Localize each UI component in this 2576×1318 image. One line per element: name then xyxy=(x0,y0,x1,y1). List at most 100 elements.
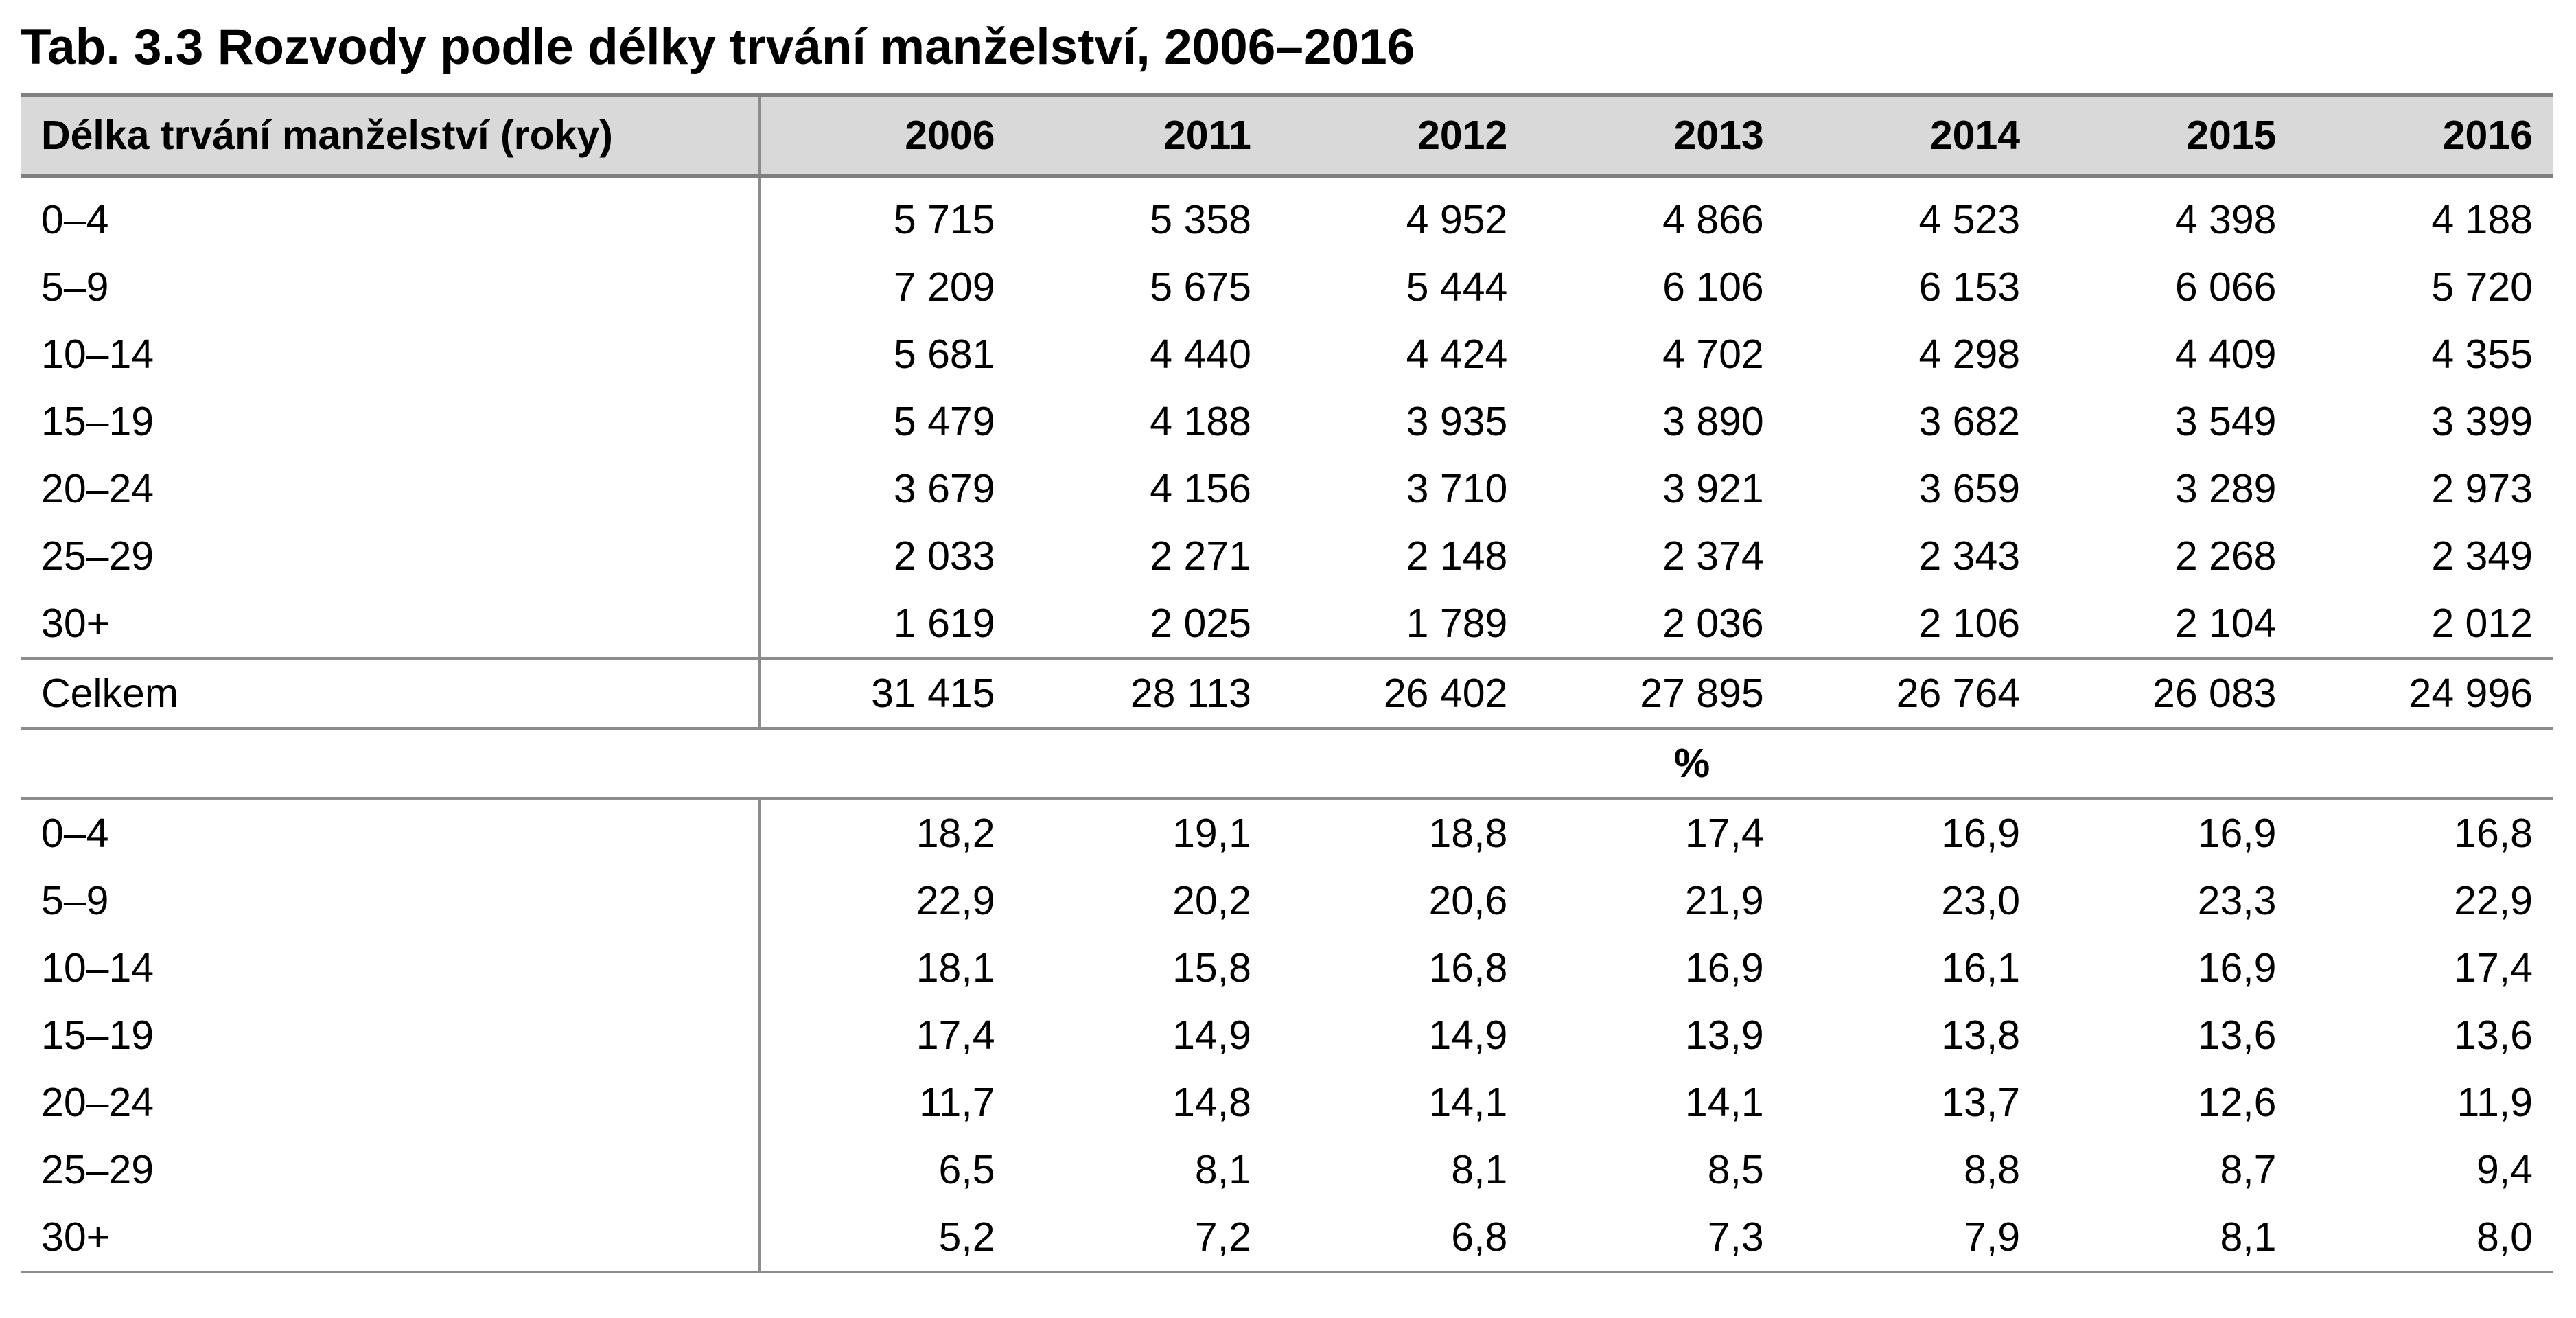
table-cell: 17,4 xyxy=(916,1013,995,1058)
table-cell: 23,0 xyxy=(1941,878,2021,923)
table-cell: 2 973 xyxy=(2431,466,2533,511)
table-cell: 13,9 xyxy=(1684,1013,1764,1058)
table-cell: 5 681 xyxy=(893,332,995,377)
table-cell: 17,4 xyxy=(2454,945,2533,991)
header-year: 2012 xyxy=(1271,93,1529,178)
table-cell: 4 702 xyxy=(1662,332,1764,377)
table-cell: 4 298 xyxy=(1918,332,2021,377)
table-cell: 8,0 xyxy=(2297,1203,2553,1273)
table-cell: 2 025 xyxy=(1150,601,1251,646)
row-label: 30+ xyxy=(21,590,761,658)
table-row: 10–14 18,1 15,8 16,8 16,9 16,1 16,9 17,4 xyxy=(21,934,2553,1002)
table-cell: 2 012 xyxy=(2431,601,2533,646)
row-label: 25–29 xyxy=(21,522,761,590)
table-cell: 15,8 xyxy=(1172,945,1251,991)
table-cell: 5 715 xyxy=(893,197,995,242)
row-label: 5–9 xyxy=(21,253,761,321)
table-cell: 6,5 xyxy=(938,1147,995,1192)
table-row: 20–24 11,7 14,8 14,1 14,1 13,7 12,6 11,9 xyxy=(21,1069,2553,1136)
table-cell: 8,1 xyxy=(2041,1203,2297,1273)
table-row: 25–29 2 033 2 271 2 148 2 374 2 343 2 268 2 349 xyxy=(21,522,2553,590)
table-page: Tab. 3.3 Rozvody podle délky trvání manž… xyxy=(21,10,2553,1273)
header-year: 2006 xyxy=(759,93,1016,178)
header-year: 2016 xyxy=(2297,93,2553,178)
table-cell: 7,9 xyxy=(1784,1203,2041,1273)
table-cell: 4 440 xyxy=(1150,332,1251,377)
table-cell: 2 106 xyxy=(1918,601,2021,646)
table-cell: 16,8 xyxy=(1428,945,1508,991)
percent-section-header: % xyxy=(21,728,2553,800)
header-year: 2011 xyxy=(1015,93,1272,178)
row-label: 15–19 xyxy=(21,388,761,455)
table-cell: 13,7 xyxy=(1941,1080,2021,1125)
table-cell: 14,9 xyxy=(1172,1013,1251,1058)
table-cell: 4 355 xyxy=(2431,332,2533,377)
table-cell: 22,9 xyxy=(916,878,995,923)
table-cell: 16,9 xyxy=(1684,945,1764,991)
table-row: 5–9 22,9 20,2 20,6 21,9 23,0 23,3 22,9 xyxy=(21,867,2553,934)
table-cell: 2 104 xyxy=(2174,601,2277,646)
table-cell: 2 349 xyxy=(2431,533,2533,579)
table-cell: 3 682 xyxy=(1918,399,2021,444)
table-cell: 3 289 xyxy=(2174,466,2277,511)
table-cell: 22,9 xyxy=(2454,878,2533,923)
table-row: 15–19 17,4 14,9 14,9 13,9 13,8 13,6 13,6 xyxy=(21,1002,2553,1069)
total-row: Celkem 31 415 28 113 26 402 27 895 26 764 26 0… xyxy=(21,657,2553,730)
table-cell: 4 523 xyxy=(1918,197,2021,242)
table-cell: 13,8 xyxy=(1941,1013,2021,1058)
table-cell: 13,6 xyxy=(2197,1013,2277,1058)
table-cell: 2 033 xyxy=(893,533,995,579)
table-cell: 2 148 xyxy=(1406,533,1508,579)
table-cell: 2 374 xyxy=(1662,533,1764,579)
table-cell: 26 764 xyxy=(1784,657,2041,730)
table-cell: 8,7 xyxy=(2220,1147,2277,1192)
table-cell: 6 153 xyxy=(1918,264,2021,310)
header-year: 2013 xyxy=(1528,93,1785,178)
table-row: 0–4 18,2 19,1 18,8 17,4 16,9 16,9 16,8 xyxy=(21,798,2553,867)
table-cell: 26 083 xyxy=(2041,657,2297,730)
table-cell: 7,2 xyxy=(1015,1203,1272,1273)
table-cell: 2 343 xyxy=(1918,533,2021,579)
table-cell: 5 444 xyxy=(1406,264,1508,310)
table-cell: 5 358 xyxy=(1150,197,1251,242)
table-row: 30+ 1 619 2 025 1 789 2 036 2 106 2 104 2 012 xyxy=(21,590,2553,658)
row-label: 0–4 xyxy=(21,176,761,253)
table-cell: 13,6 xyxy=(2454,1013,2533,1058)
header-year: 2014 xyxy=(1784,93,2041,178)
table-cell: 14,1 xyxy=(1428,1080,1508,1125)
table-cell: 1 619 xyxy=(893,601,995,646)
header-label: Délka trvání manželství (roky) xyxy=(21,93,761,178)
table-cell: 4 409 xyxy=(2174,332,2277,377)
table-cell: 7,3 xyxy=(1528,1203,1785,1273)
table-cell: 4 424 xyxy=(1406,332,1508,377)
table-cell: 2 268 xyxy=(2174,533,2277,579)
table-cell: 6 106 xyxy=(1662,264,1764,310)
row-label: 10–14 xyxy=(21,934,761,1002)
row-label: 15–19 xyxy=(21,1002,761,1069)
table-cell: 8,8 xyxy=(1964,1147,2021,1192)
table-cell: 26 402 xyxy=(1271,657,1529,730)
table-cell: 5 675 xyxy=(1150,264,1251,310)
table-cell: 1 789 xyxy=(1406,601,1508,646)
table-cell: 8,1 xyxy=(1451,1147,1508,1192)
table-cell: 16,9 xyxy=(2197,945,2277,991)
table-cell: 6,8 xyxy=(1271,1203,1529,1273)
table-cell: 11,7 xyxy=(919,1080,995,1125)
table-cell: 19,1 xyxy=(1172,811,1251,856)
row-label: Celkem xyxy=(21,657,761,730)
table-row: 5–9 7 209 5 675 5 444 6 106 6 153 6 066 5 720 xyxy=(21,253,2553,321)
table-cell: 8,5 xyxy=(1707,1147,1764,1192)
table-cell: 4 952 xyxy=(1406,197,1508,242)
table-cell: 18,8 xyxy=(1428,811,1508,856)
table-cell: 3 935 xyxy=(1406,399,1508,444)
row-label: 10–14 xyxy=(21,321,761,388)
header-row: Délka trvání manželství (roky) 2006 2011… xyxy=(21,93,2553,178)
table-row: 15–19 5 479 4 188 3 935 3 890 3 682 3 549 3 399 xyxy=(21,388,2553,455)
table-cell: 3 399 xyxy=(2431,399,2533,444)
table-cell: 4 398 xyxy=(2174,197,2277,242)
table-cell: 12,6 xyxy=(2197,1080,2277,1125)
table-cell: 4 866 xyxy=(1662,197,1764,242)
table-cell: 18,2 xyxy=(916,811,995,856)
table-row: 20–24 3 679 4 156 3 710 3 921 3 659 3 289 2 973 xyxy=(21,455,2553,522)
table-cell: 4 188 xyxy=(2431,197,2533,242)
